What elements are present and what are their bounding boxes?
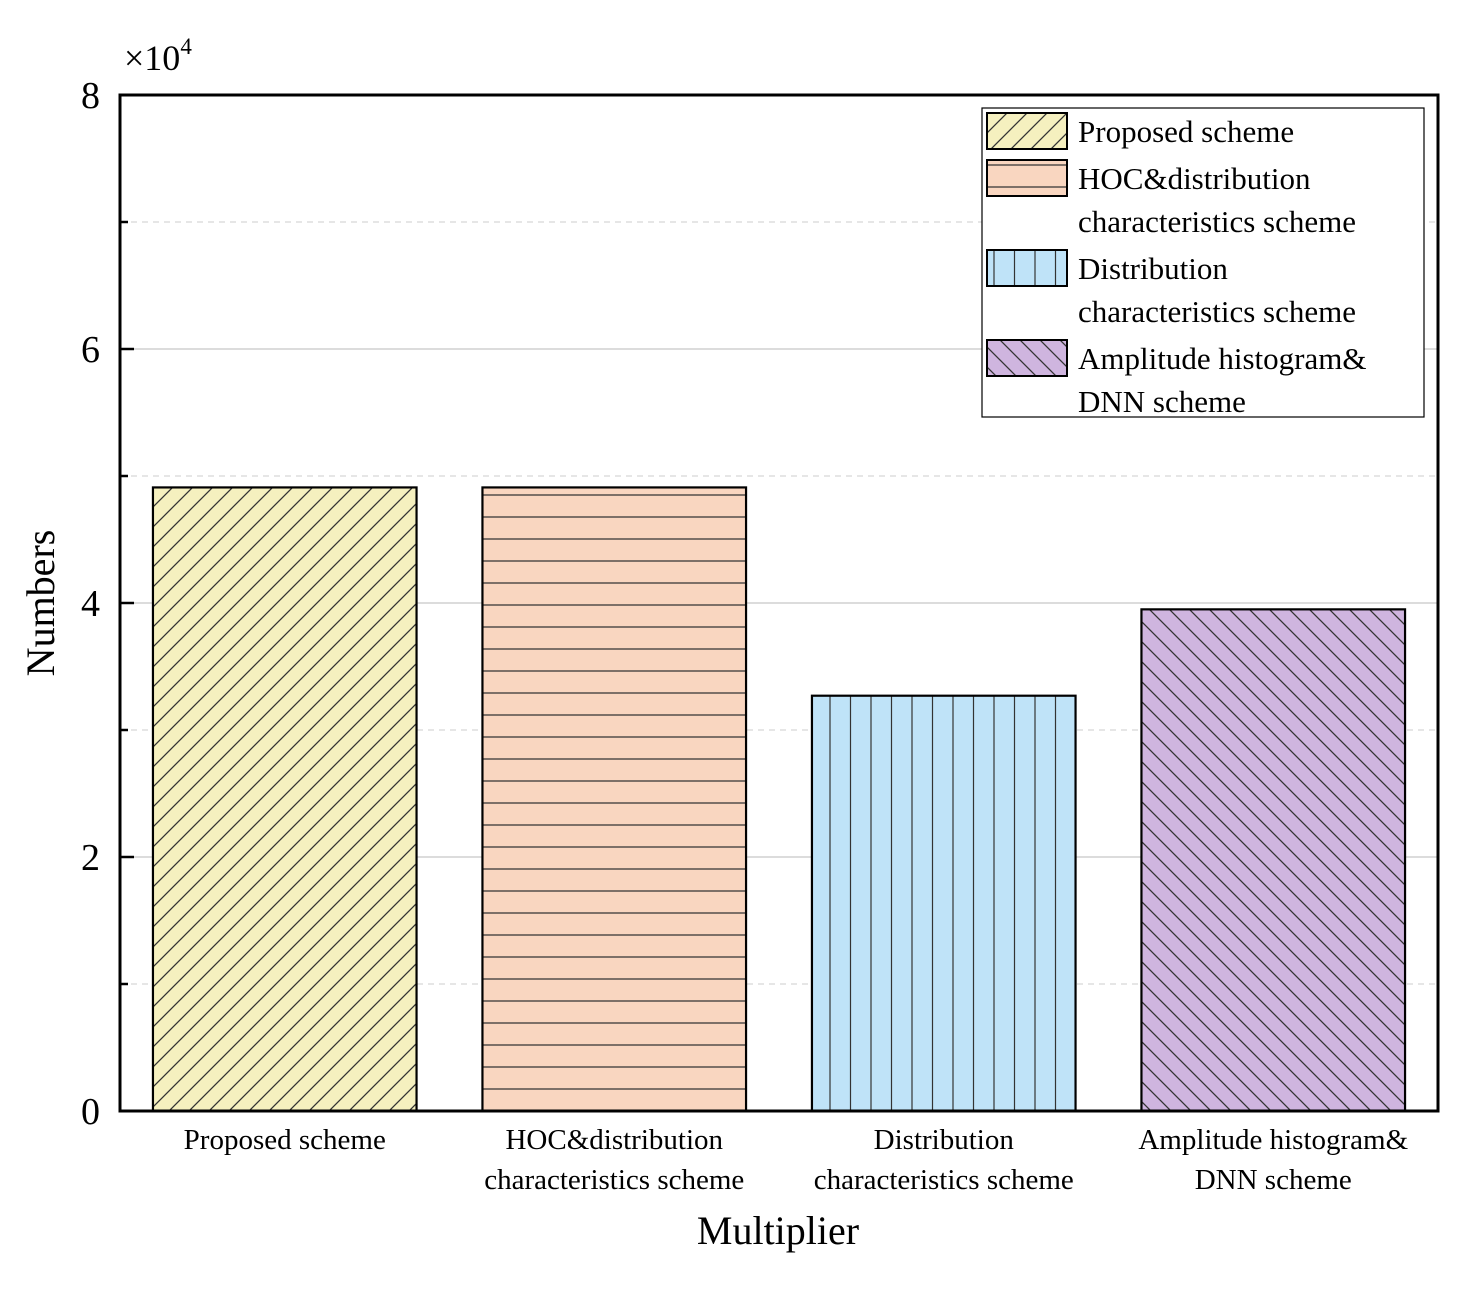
legend-swatch-3 bbox=[986, 249, 1068, 287]
y-tick-label: 8 bbox=[81, 75, 100, 117]
legend-label-line: characteristics scheme bbox=[1078, 294, 1356, 329]
legend-label-4: Amplitude histogram& DNN scheme bbox=[1078, 341, 1366, 419]
legend-label-line: characteristics scheme bbox=[1078, 204, 1356, 239]
x-category-label: HOC&distribution characteristics scheme bbox=[484, 1124, 744, 1196]
y-axis-ticks bbox=[120, 93, 134, 1113]
x-category-label: Proposed scheme bbox=[184, 1124, 386, 1156]
legend-label-line: Proposed scheme bbox=[1078, 114, 1294, 149]
bar-1 bbox=[151, 486, 418, 1113]
y-axis-multiplier-exponent: 4 bbox=[180, 34, 192, 59]
bar-3 bbox=[810, 694, 1077, 1113]
x-category-label-line: DNN scheme bbox=[1195, 1164, 1352, 1196]
x-axis-category-labels: Proposed scheme HOC&distribution character… bbox=[184, 1124, 1409, 1196]
legend-swatch-4 bbox=[986, 339, 1068, 377]
y-tick-label: 6 bbox=[81, 329, 100, 371]
y-axis-title: Numbers bbox=[18, 530, 63, 677]
x-axis-title: Multiplier bbox=[697, 1208, 859, 1253]
y-tick-label: 0 bbox=[81, 1091, 100, 1133]
legend-swatch-2 bbox=[986, 159, 1068, 197]
legend-swatch-1 bbox=[986, 112, 1068, 150]
legend-label-line: Distribution bbox=[1078, 251, 1228, 286]
y-axis-multiplier: ×104 bbox=[124, 34, 192, 78]
x-category-label-line: Distribution bbox=[874, 1124, 1015, 1156]
legend-label-2: HOC&distribution characteristics scheme bbox=[1078, 161, 1356, 239]
bar-4 bbox=[1140, 608, 1407, 1113]
y-tick-label: 4 bbox=[81, 583, 100, 625]
legend: Proposed scheme HOC&distribution character… bbox=[981, 107, 1425, 419]
x-category-label-line: Amplitude histogram& bbox=[1138, 1124, 1408, 1156]
x-category-label-line: characteristics scheme bbox=[484, 1164, 744, 1196]
x-category-label-line: Proposed scheme bbox=[184, 1124, 386, 1156]
bars bbox=[151, 486, 1407, 1113]
y-tick-label: 2 bbox=[81, 837, 100, 879]
legend-label-line: DNN scheme bbox=[1078, 384, 1246, 419]
y-axis-multiplier-base: ×10 bbox=[124, 38, 180, 78]
legend-label-1: Proposed scheme bbox=[1078, 114, 1294, 149]
legend-label-line: HOC&distribution bbox=[1078, 161, 1311, 196]
x-category-label-line: characteristics scheme bbox=[814, 1164, 1074, 1196]
legend-label-3: Distribution characteristics scheme bbox=[1078, 251, 1356, 329]
x-category-label: Amplitude histogram& DNN scheme bbox=[1138, 1124, 1408, 1196]
legend-label-line: Amplitude histogram& bbox=[1078, 341, 1366, 376]
x-category-label: Distribution characteristics scheme bbox=[814, 1124, 1074, 1196]
bar-2 bbox=[481, 486, 748, 1113]
x-category-label-line: HOC&distribution bbox=[505, 1124, 723, 1156]
y-axis-tick-labels: 0 2 4 6 8 bbox=[81, 75, 100, 1133]
